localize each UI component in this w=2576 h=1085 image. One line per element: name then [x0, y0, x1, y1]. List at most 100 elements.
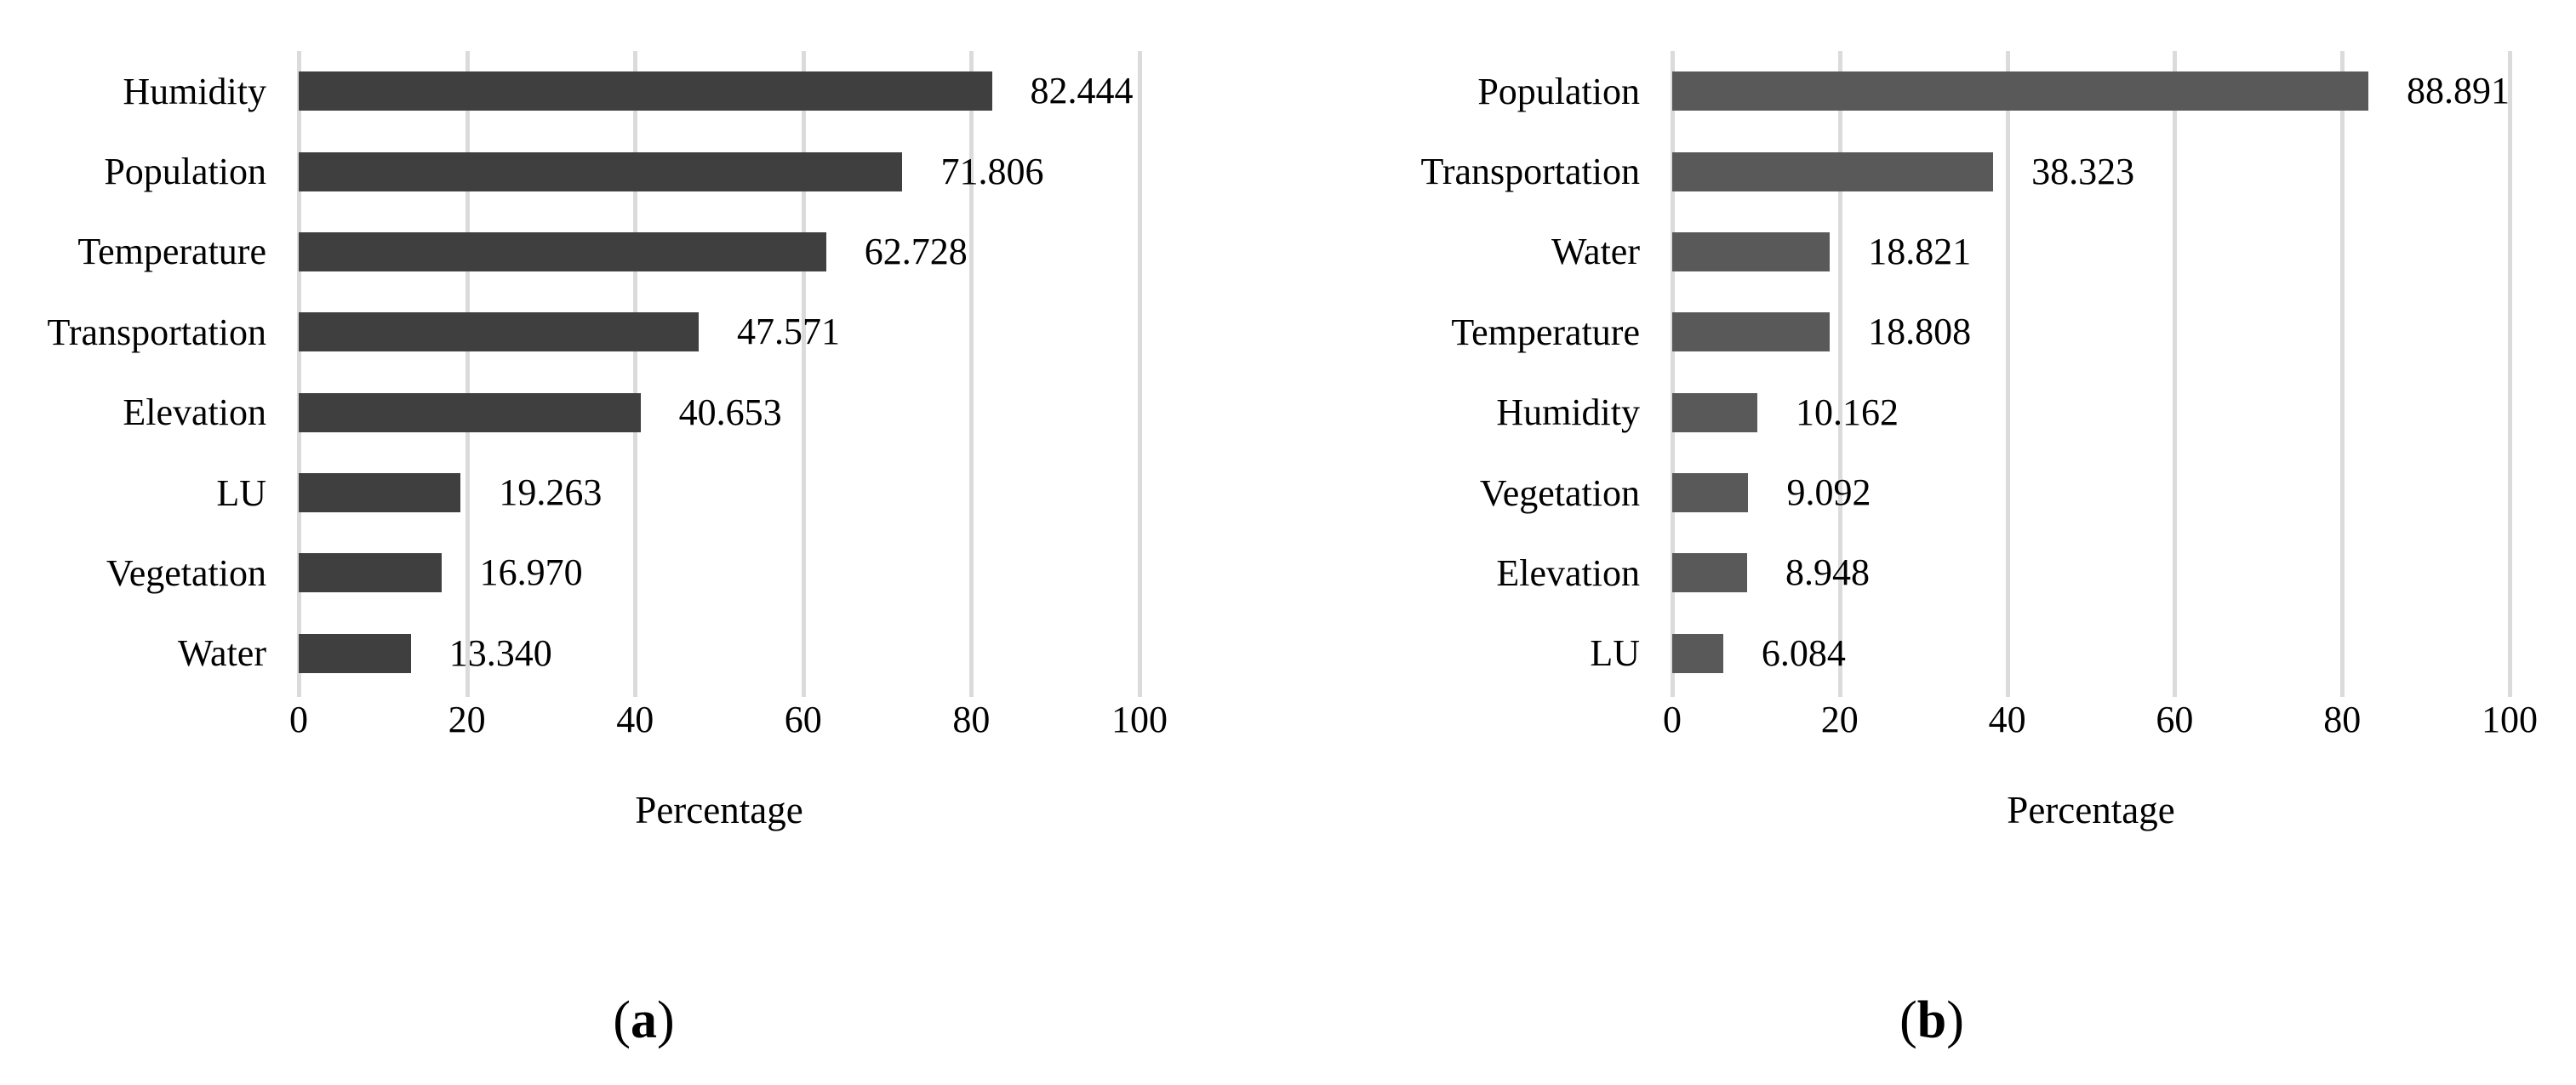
x-tick-label: 40 [1988, 699, 2026, 740]
value-label: 10.162 [1795, 391, 1899, 433]
chart-panel-b: Population Transportation Water Temperature… [1288, 0, 2576, 1085]
value-label: 18.808 [1868, 311, 1972, 353]
bar-rows-b: 88.891 38.323 18.821 18.808 10.162 9.092 8.948… [1672, 51, 2510, 694]
gridline [2005, 51, 2010, 697]
category-label-humidity: Humidity [123, 70, 266, 112]
x-tick-label: 100 [1111, 699, 1168, 740]
category-label-elevation: Elevation [1496, 551, 1640, 594]
x-tick-label: 40 [616, 699, 654, 740]
value-label: 71.806 [940, 150, 1044, 192]
value-label: 6.084 [1761, 631, 1846, 674]
category-label-population: Population [1477, 70, 1640, 112]
caption-paren-open: ( [1899, 991, 1917, 1049]
gridline [1138, 51, 1142, 697]
bar-row: 18.821 [1672, 212, 2510, 292]
bar-row: 71.806 [299, 131, 1139, 211]
category-label-water: Water [178, 632, 266, 675]
category-label-transportation: Transportation [47, 311, 267, 353]
bar-temperature [299, 231, 826, 271]
bar-population [299, 151, 903, 191]
bar-row: 8.948 [1672, 533, 2510, 613]
bar-row: 13.340 [299, 614, 1139, 694]
category-label-lu: LU [216, 471, 266, 514]
category-label-temperature: Temperature [77, 231, 266, 273]
x-tick-label: 20 [448, 699, 486, 740]
caption-paren-open: ( [613, 991, 631, 1049]
gridline [1837, 51, 1842, 697]
x-axis-title-b: Percentage [2007, 789, 2175, 831]
bar-elevation [1672, 553, 1748, 593]
bar-row: 19.263 [299, 453, 1139, 533]
subfigure-caption-b: (b) [1288, 989, 2576, 1052]
bar-row: 18.808 [1672, 292, 2510, 372]
bar-elevation [299, 392, 641, 432]
gridline [2340, 51, 2345, 697]
x-tick-label: 80 [2323, 699, 2362, 740]
gridline [465, 51, 470, 697]
category-label-population: Population [104, 151, 266, 193]
gridline [297, 51, 301, 697]
x-axis-title-a: Percentage [635, 789, 803, 831]
gridlines-a [297, 51, 1142, 697]
bar-row: 38.323 [1672, 131, 2510, 211]
x-tick-label: 20 [1820, 699, 1859, 740]
category-label-transportation: Transportation [1420, 151, 1641, 193]
caption-letter: b [1916, 991, 1947, 1049]
x-tick-label: 0 [1663, 699, 1682, 740]
value-label: 13.340 [448, 631, 552, 674]
category-label-vegetation: Vegetation [1479, 471, 1640, 514]
x-tick-label: 0 [289, 699, 308, 740]
value-label: 62.728 [864, 230, 968, 272]
bar-lu [1672, 633, 1723, 673]
x-tick-label: 80 [952, 699, 991, 740]
gridline [633, 51, 638, 697]
value-label: 40.653 [678, 391, 782, 433]
bar-row: 9.092 [1672, 453, 2510, 533]
bar-vegetation [299, 553, 442, 593]
bar-row: 16.970 [299, 533, 1139, 613]
value-label: 8.948 [1785, 551, 1871, 594]
bar-transportation [1672, 151, 1994, 191]
category-label-elevation: Elevation [123, 391, 266, 434]
x-axis-ticks-a: 0 20 40 60 80 100 [289, 699, 1168, 749]
gridline [969, 51, 974, 697]
gridline [2173, 51, 2178, 697]
category-axis-a: Humidity Population Temperature Transportat… [0, 51, 299, 694]
plot-area-a: 82.444 71.806 62.728 47.571 40.653 19.263 16.9… [297, 51, 1142, 697]
category-label-water: Water [1551, 231, 1640, 273]
bar-temperature [1672, 312, 1831, 352]
bar-population [1672, 71, 2368, 111]
gridlines-b [1671, 51, 2512, 697]
bar-lu [299, 473, 461, 513]
value-label: 88.891 [2407, 70, 2510, 112]
category-label-humidity: Humidity [1496, 391, 1640, 434]
value-label: 18.821 [1868, 230, 1972, 272]
gridline [2508, 51, 2512, 697]
value-label: 16.970 [479, 551, 583, 594]
category-axis-b: Population Transportation Water Temperature… [1288, 51, 1672, 694]
bar-row: 6.084 [1672, 614, 2510, 694]
bar-transportation [299, 312, 699, 352]
value-label: 9.092 [1786, 471, 1871, 514]
bar-vegetation [1672, 473, 1749, 513]
x-tick-label: 100 [2482, 699, 2538, 740]
bar-row: 40.653 [299, 373, 1139, 453]
caption-paren-close: ) [657, 991, 675, 1049]
category-label-vegetation: Vegetation [106, 551, 266, 594]
caption-paren-close: ) [1946, 991, 1964, 1049]
bar-humidity [1672, 392, 1757, 432]
bar-water [299, 633, 411, 673]
plot-area-b: 88.891 38.323 18.821 18.808 10.162 9.092 8.948… [1671, 51, 2512, 697]
bar-row: 47.571 [299, 292, 1139, 372]
gridline [1671, 51, 1675, 697]
value-label: 38.323 [2031, 150, 2135, 192]
value-label: 82.444 [1030, 70, 1134, 112]
chart-panel-a: Humidity Population Temperature Transportat… [0, 51, 1168, 1049]
category-label-lu: LU [1590, 632, 1640, 675]
bar-humidity [299, 71, 992, 111]
bar-row: 88.891 [1672, 51, 2510, 131]
bar-row: 10.162 [1672, 373, 2510, 453]
caption-letter: a [631, 991, 657, 1049]
bar-rows-a: 82.444 71.806 62.728 47.571 40.653 19.263 16.9… [299, 51, 1139, 694]
